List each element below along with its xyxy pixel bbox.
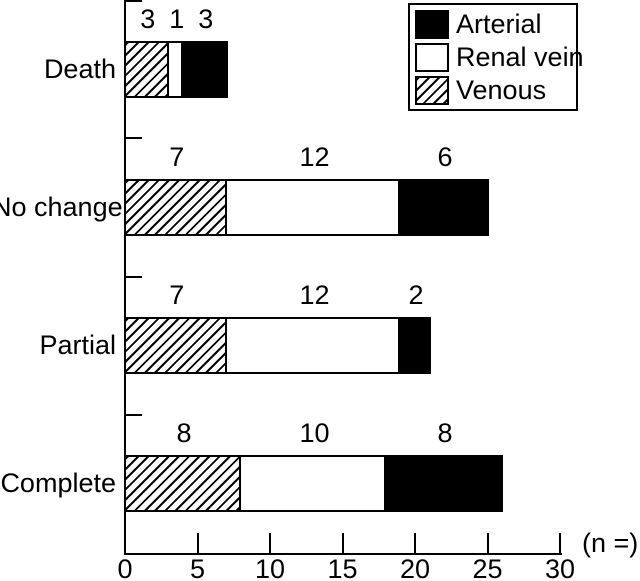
x-tick-label: 10 (254, 554, 286, 581)
bar-value-label: 6 (437, 142, 453, 172)
bar-segment-renal-vein (168, 43, 184, 96)
legend-label: Renal vein (456, 42, 584, 72)
legend-swatch-hatch (415, 75, 449, 105)
bar-value-label: 8 (437, 418, 453, 448)
bar-value-label: 7 (169, 142, 185, 172)
bar-segment-arterial (183, 43, 226, 96)
category-label: No change (0, 192, 123, 222)
bar-no-change (124, 179, 489, 236)
legend-swatch-white (415, 42, 449, 72)
legend-label: Arterial (456, 9, 542, 39)
bar-partial (124, 317, 431, 374)
legend-item-arterial: Arterial (415, 9, 571, 39)
x-tick-label: 5 (189, 554, 206, 581)
y-tick (124, 276, 142, 278)
bar-value-label: 12 (299, 142, 330, 172)
x-tick (196, 533, 199, 553)
bar-segment-renal-vein (227, 181, 401, 234)
x-tick (414, 533, 416, 553)
bar-segment-arterial (400, 319, 429, 372)
bar-value-label: 12 (299, 280, 330, 310)
bar-segment-renal-vein (241, 457, 386, 510)
x-tick (341, 533, 344, 553)
y-tick (124, 414, 142, 416)
bar-segment-arterial (400, 181, 487, 234)
bar-segment-renal-vein (227, 319, 401, 372)
legend-item-venous: Venous (415, 75, 571, 105)
legend-swatch-black (415, 9, 449, 39)
bar-value-label: 3 (198, 4, 214, 34)
bar-segment-venous (126, 457, 242, 510)
legend-item-renal-vein: Renal vein (415, 42, 584, 72)
x-axis-line (124, 553, 562, 555)
bar-segment-venous (126, 43, 169, 96)
bar-value-label: 8 (176, 418, 192, 448)
category-label: Death (43, 54, 116, 84)
bar-value-label: 7 (169, 280, 185, 310)
x-tick (559, 533, 561, 553)
bar-segment-venous (126, 319, 227, 372)
legend: Arterial Renal vein Venous (408, 3, 584, 111)
bar-value-label: 10 (299, 418, 330, 448)
bar-segment-venous (126, 181, 228, 234)
bar-value-label: 3 (140, 4, 156, 34)
bar-value-label: 1 (169, 4, 185, 34)
y-tick (124, 0, 142, 2)
x-tick (486, 533, 489, 553)
y-tick (124, 137, 142, 139)
x-tick (269, 533, 271, 553)
category-label: Complete (0, 468, 116, 498)
x-tick-label: 25 (472, 554, 503, 581)
x-tick-label: 20 (399, 554, 431, 581)
x-axis-unit-label: (n =) (582, 528, 639, 558)
bar-death (124, 41, 228, 98)
bar-segment-arterial (385, 457, 501, 510)
x-tick-label: 0 (117, 554, 133, 581)
x-tick-label: 30 (544, 554, 576, 581)
x-tick-label: 15 (327, 554, 358, 581)
category-label: Partial (39, 330, 116, 360)
legend-label: Venous (456, 75, 547, 105)
bar-value-label: 2 (408, 280, 424, 310)
bar-complete (124, 455, 503, 512)
